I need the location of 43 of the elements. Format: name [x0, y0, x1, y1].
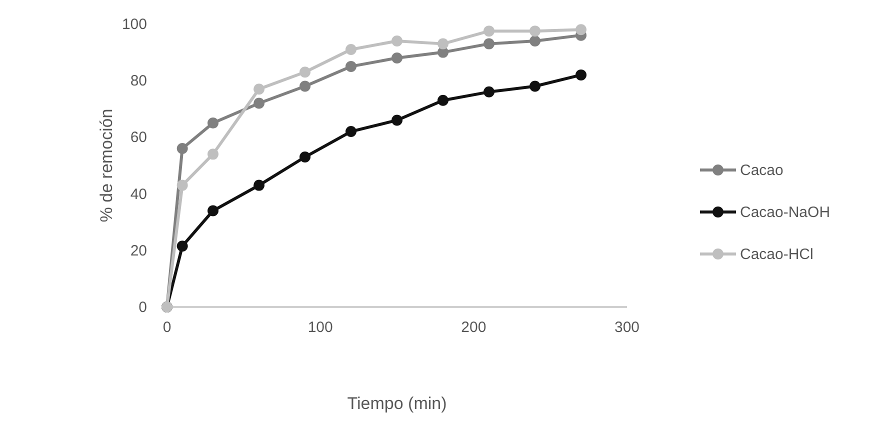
- y-tick-label: 0: [138, 299, 147, 316]
- point: [392, 52, 402, 64]
- point: [484, 86, 494, 98]
- legend-label: Cacao: [740, 162, 784, 179]
- point: [176, 143, 188, 154]
- point: [254, 98, 264, 109]
- point: [300, 80, 310, 92]
- point: [208, 118, 218, 129]
- point: [576, 69, 586, 80]
- y-tick-label: 100: [122, 16, 147, 33]
- x-tick-label: 0: [162, 319, 172, 336]
- y-tick-label: 60: [130, 129, 147, 146]
- point: [176, 180, 188, 191]
- x-axis-title: Tiempo (min): [347, 394, 447, 413]
- point: [438, 94, 448, 106]
- legend-label: Cacao-NaOH: [740, 204, 830, 221]
- point: [484, 38, 494, 50]
- point: [300, 152, 310, 163]
- y-axis-title: % de remoción: [97, 108, 116, 222]
- x-tick-label: 200: [461, 319, 486, 336]
- point: [392, 35, 402, 46]
- y-tick-label: 80: [130, 72, 147, 90]
- point: [346, 60, 356, 72]
- point: [530, 35, 540, 46]
- point: [208, 148, 218, 160]
- point: [254, 180, 264, 191]
- y-tick-label: 40: [130, 186, 147, 203]
- point: [576, 24, 586, 36]
- point: [530, 80, 540, 92]
- point: [530, 26, 540, 37]
- point: [346, 44, 356, 55]
- point: [176, 240, 188, 252]
- point: [300, 66, 310, 78]
- point: [392, 114, 402, 126]
- x-tick-label: 300: [614, 319, 640, 336]
- point: [208, 205, 218, 216]
- point: [438, 38, 448, 50]
- point: [254, 84, 264, 95]
- x-tick-label: 100: [308, 319, 333, 336]
- point: [484, 26, 494, 37]
- point: [346, 126, 356, 138]
- y-tick-label: 20: [130, 242, 147, 260]
- legend-label: Cacao-HCl: [740, 246, 814, 263]
